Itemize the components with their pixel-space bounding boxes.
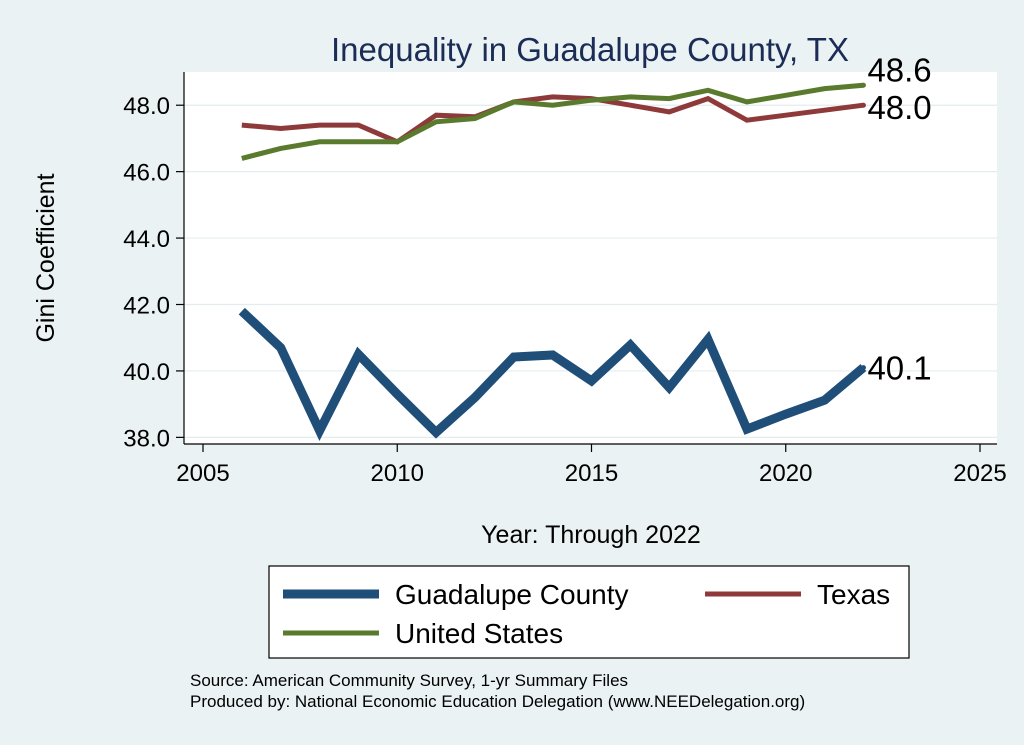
- y-ticks: 38.0 40.0 42.0 44.0 46.0 48.0: [123, 93, 184, 452]
- x-tick-label: 2025: [953, 460, 1006, 487]
- y-tick-label: 40.0: [123, 359, 170, 386]
- chart-title: Inequality in Guadalupe County, TX: [331, 31, 849, 68]
- x-tick-label: 2010: [371, 460, 424, 487]
- legend-label-united-states: United States: [395, 618, 563, 649]
- legend-label-guadalupe-county: Guadalupe County: [395, 579, 629, 610]
- source-line: Source: American Community Survey, 1-yr …: [190, 671, 629, 690]
- series-line-texas: [241, 94, 864, 145]
- y-axis-title: Gini Coefficient: [32, 173, 60, 342]
- series-end-marker-united-states: [860, 82, 866, 88]
- y-tick-label: 42.0: [123, 293, 170, 320]
- legend-label-texas: Texas: [817, 579, 890, 610]
- end-label-texas: 48.0: [867, 89, 931, 126]
- series-layer: [238, 82, 867, 441]
- x-tick-label: 2005: [176, 460, 229, 487]
- series-end-marker-guadalupe-county: [860, 365, 866, 371]
- end-label-united-states: 48.6: [867, 51, 931, 88]
- series-line-united-states: [241, 82, 864, 161]
- y-tick-label: 38.0: [123, 425, 170, 452]
- end-label-guadalupe-county: 40.1: [867, 350, 931, 387]
- series-end-marker-texas: [860, 102, 866, 108]
- legend: Guadalupe County Texas United States: [283, 579, 890, 649]
- series-line-guadalupe-county: [238, 307, 867, 441]
- producer-line: Produced by: National Economic Education…: [190, 692, 806, 711]
- legend-box: [268, 565, 910, 659]
- y-tick-label: 46.0: [123, 160, 170, 187]
- x-ticks: 2005 2010 2015 2020 2025: [176, 444, 1007, 487]
- y-tick-label: 44.0: [123, 226, 170, 253]
- end-labels: 40.1 48.048.6: [867, 51, 931, 386]
- x-tick-label: 2020: [759, 460, 812, 487]
- x-axis-title: Year: Through 2022: [481, 521, 701, 549]
- x-tick-label: 2015: [565, 460, 618, 487]
- y-tick-label: 48.0: [123, 93, 170, 120]
